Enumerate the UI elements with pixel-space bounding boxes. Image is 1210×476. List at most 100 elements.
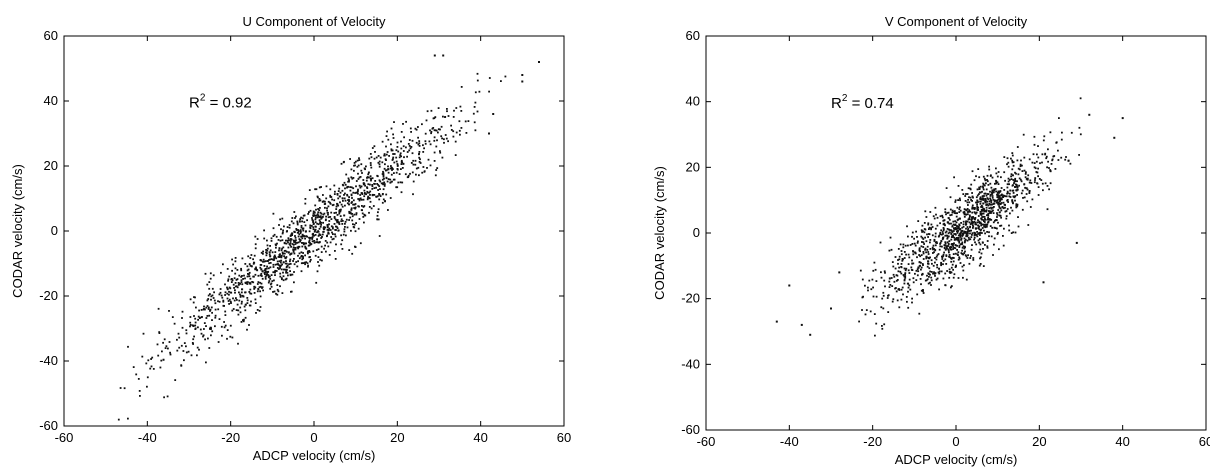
scatter-point [341, 205, 344, 208]
scatter-point [1023, 169, 1026, 172]
scatter-point [189, 316, 192, 318]
scatter-point [937, 235, 940, 238]
scatter-point [285, 230, 288, 233]
scatter-point [999, 214, 1002, 217]
scatter-point [396, 163, 399, 165]
scatter-point [1011, 184, 1014, 187]
scatter-point [971, 217, 974, 220]
scatter-point [925, 216, 928, 218]
scatter-point [349, 216, 352, 219]
scatter-point [324, 244, 326, 247]
scatter-point [260, 273, 263, 275]
scatter-point [415, 128, 418, 131]
scatter-point [165, 345, 168, 348]
scatter-point [303, 214, 306, 217]
scatter-point [455, 107, 458, 109]
scatter-point [940, 261, 942, 264]
scatter-point [301, 217, 304, 220]
scatter-point [1026, 200, 1029, 203]
scatter-point [996, 227, 998, 230]
scatter-point [381, 178, 384, 181]
scatter-point [1079, 133, 1082, 136]
scatter-point [949, 246, 952, 249]
scatter-point [207, 337, 209, 340]
scatter-point [948, 229, 951, 231]
scatter-point [346, 186, 348, 189]
scatter-point [944, 258, 947, 261]
scatter-point [903, 282, 906, 285]
scatter-point [437, 131, 439, 134]
scatter-point [253, 261, 255, 264]
scatter-point [988, 218, 991, 221]
scatter-point [956, 232, 959, 234]
scatter-point [1014, 180, 1017, 182]
scatter-point [353, 162, 356, 164]
scatter-point [918, 312, 921, 315]
scatter-point [1037, 167, 1039, 170]
scatter-point [191, 342, 194, 344]
scatter-point [903, 275, 906, 278]
scatter-point [317, 241, 320, 244]
r-squared-annotation: R2 = 0.74 [831, 93, 894, 112]
scatter-point [324, 226, 327, 229]
scatter-point [941, 255, 943, 258]
scatter-point [283, 255, 285, 258]
scatter-point [236, 303, 239, 306]
scatter-point [920, 261, 922, 264]
scatter-point [964, 240, 966, 242]
scatter-point [335, 208, 338, 210]
scatter-point [905, 267, 908, 270]
scatter-point [289, 235, 292, 237]
scatter-point [1014, 177, 1017, 180]
scatter-point [162, 358, 165, 361]
scatter-point [476, 110, 479, 113]
scatter-point [1022, 197, 1024, 199]
scatter-point [376, 174, 379, 177]
scatter-point [958, 257, 961, 260]
scatter-point [371, 194, 374, 197]
scatter-point [1017, 167, 1020, 170]
scatter-point [985, 204, 988, 206]
scatter-point [956, 227, 958, 230]
scatter-point [962, 220, 965, 223]
scatter-point [268, 280, 271, 282]
scatter-point [287, 237, 290, 240]
scatter-point [294, 235, 296, 237]
scatter-point [838, 271, 841, 274]
scatter-point [286, 250, 288, 253]
scatter-point [995, 199, 997, 202]
scatter-point [181, 326, 184, 329]
scatter-point [243, 305, 246, 308]
scatter-point [1011, 152, 1014, 154]
scatter-point [390, 165, 392, 167]
scatter-point [325, 197, 328, 200]
scatter-point [402, 163, 405, 165]
scatter-point [944, 284, 947, 287]
scatter-point [265, 267, 268, 270]
scatter-point [940, 240, 943, 243]
scatter-point [336, 203, 339, 206]
scatter-point [288, 239, 290, 241]
scatter-point [315, 214, 318, 217]
scatter-point [272, 291, 274, 293]
scatter-point [392, 156, 395, 159]
scatter-point [259, 285, 262, 288]
scatter-point [977, 168, 980, 170]
scatter-point [864, 313, 867, 316]
scatter-point [269, 262, 272, 264]
scatter-point [341, 197, 344, 200]
scatter-point [993, 199, 996, 202]
scatter-point [272, 271, 275, 274]
scatter-point [343, 160, 345, 163]
scatter-point [318, 186, 321, 189]
scatter-point [942, 255, 945, 257]
scatter-point [409, 127, 412, 130]
scatter-point [942, 229, 945, 232]
scatter-point [982, 175, 985, 178]
scatter-point [1035, 160, 1038, 163]
scatter-point [296, 265, 299, 268]
scatter-point [293, 252, 296, 255]
scatter-point [198, 316, 201, 319]
scatter-point [954, 252, 957, 255]
scatter-point [244, 291, 247, 294]
